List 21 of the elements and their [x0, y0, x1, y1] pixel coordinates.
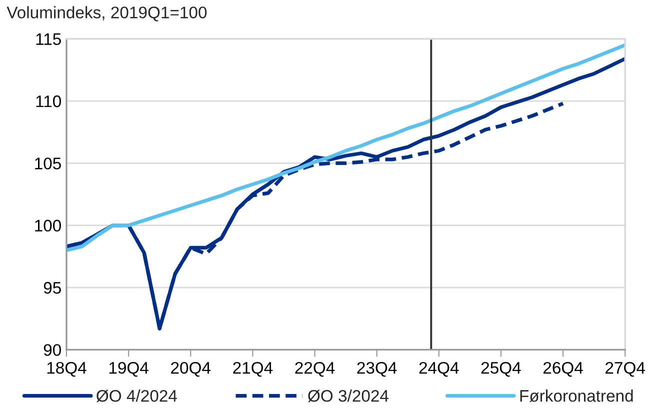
x-tick-label: 21Q4 [233, 362, 273, 377]
y-tick-label: 95 [44, 282, 61, 294]
legend-label: ØO 4/2024 [96, 390, 177, 402]
x-tick-label: 24Q4 [419, 362, 459, 377]
x-tick-label: 23Q4 [357, 362, 397, 377]
y-tick-label: 115 [36, 33, 61, 46]
x-tick-label: 26Q4 [543, 362, 583, 377]
x-tick-label: 27Q4 [606, 362, 645, 377]
x-tick-label: 25Q4 [481, 362, 521, 377]
legend-label: ØO 3/2024 [308, 390, 388, 402]
x-tick-label: 22Q4 [295, 362, 335, 377]
x-tick-label: 20Q4 [171, 362, 211, 377]
y-tick-label: 90 [44, 344, 61, 356]
y-tick-label: 105 [35, 158, 61, 170]
y-tick-label: 110 [36, 95, 61, 108]
legend-label: Førkoronatrend [520, 390, 633, 402]
line-series [66, 43, 626, 252]
x-tick-label: 18Q4 [47, 362, 86, 377]
y-tick-label: 100 [35, 220, 61, 232]
x-tick-label: 19Q4 [109, 362, 148, 377]
chart-title: Volumindeks, 2019Q1=100 [6, 6, 207, 22]
